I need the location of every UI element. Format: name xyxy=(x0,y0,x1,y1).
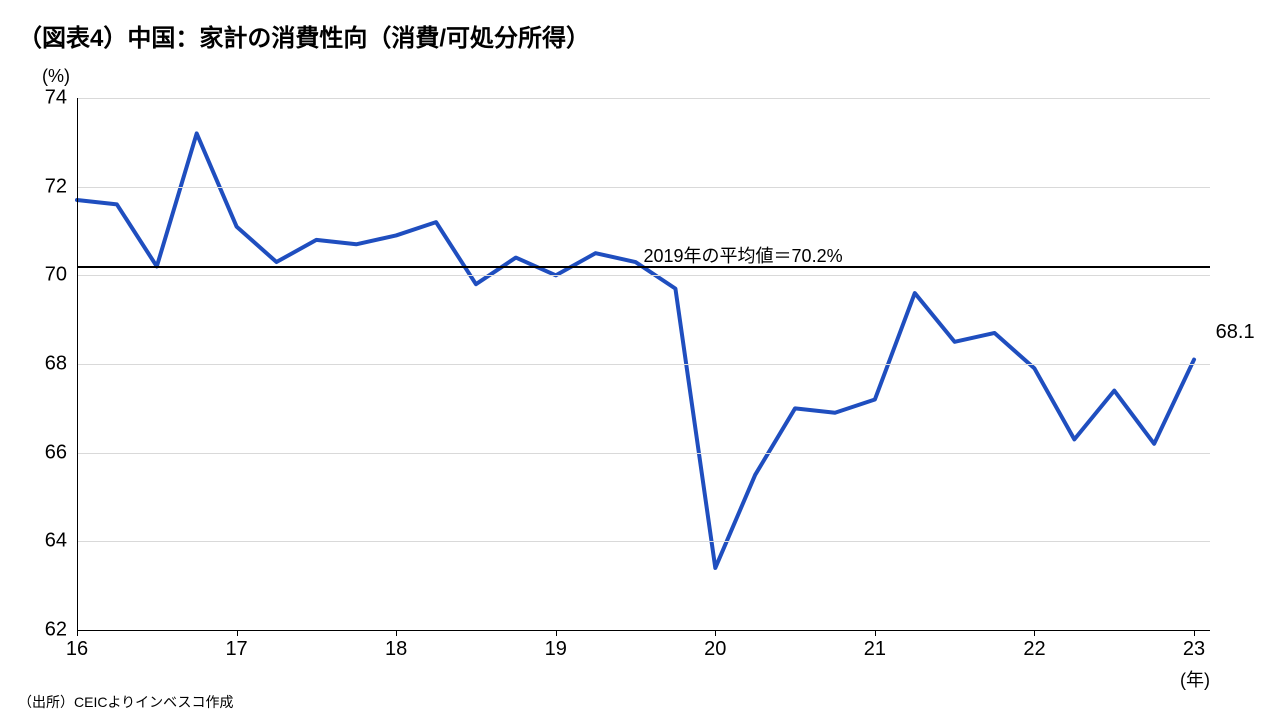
x-tick-label: 16 xyxy=(66,638,88,661)
x-tick-mark xyxy=(237,630,238,636)
x-tick-label: 18 xyxy=(385,638,407,661)
x-axis-line xyxy=(77,630,1210,631)
consumption-propensity-line xyxy=(77,133,1194,567)
x-tick-label: 23 xyxy=(1183,638,1205,661)
x-tick-label: 21 xyxy=(864,638,886,661)
x-tick-mark xyxy=(77,630,78,636)
x-tick-mark xyxy=(1194,630,1195,636)
last-value-label: 68.1 xyxy=(1216,321,1255,344)
gridline xyxy=(77,275,1210,276)
x-tick-label: 22 xyxy=(1023,638,1045,661)
x-tick-mark xyxy=(1034,630,1035,636)
gridline xyxy=(77,364,1210,365)
gridline xyxy=(77,453,1210,454)
chart-title: （図表4）中国：家計の消費性向（消費/可処分所得） xyxy=(18,18,590,53)
x-tick-label: 20 xyxy=(704,638,726,661)
y-tick-label: 62 xyxy=(45,619,67,642)
x-tick-mark xyxy=(875,630,876,636)
y-tick-label: 66 xyxy=(45,441,67,464)
x-axis-unit: (年) xyxy=(1180,666,1210,692)
y-tick-label: 74 xyxy=(45,87,67,110)
y-tick-label: 64 xyxy=(45,530,67,553)
source-text: （出所）CEICよりインベスコ作成 xyxy=(18,692,233,712)
gridline xyxy=(77,98,1210,99)
y-axis-unit: (%) xyxy=(42,66,70,87)
x-tick-mark xyxy=(396,630,397,636)
y-tick-label: 70 xyxy=(45,264,67,287)
gridline xyxy=(77,187,1210,188)
y-axis-line xyxy=(77,98,78,630)
x-tick-label: 17 xyxy=(225,638,247,661)
x-tick-label: 19 xyxy=(545,638,567,661)
y-tick-label: 72 xyxy=(45,175,67,198)
x-tick-mark xyxy=(715,630,716,636)
gridline xyxy=(77,541,1210,542)
x-tick-mark xyxy=(556,630,557,636)
chart-plot-area: 6264666870727416171819202122232019年の平均値＝… xyxy=(77,98,1210,630)
reference-label: 2019年の平均値＝70.2% xyxy=(644,242,843,268)
y-tick-label: 68 xyxy=(45,353,67,376)
